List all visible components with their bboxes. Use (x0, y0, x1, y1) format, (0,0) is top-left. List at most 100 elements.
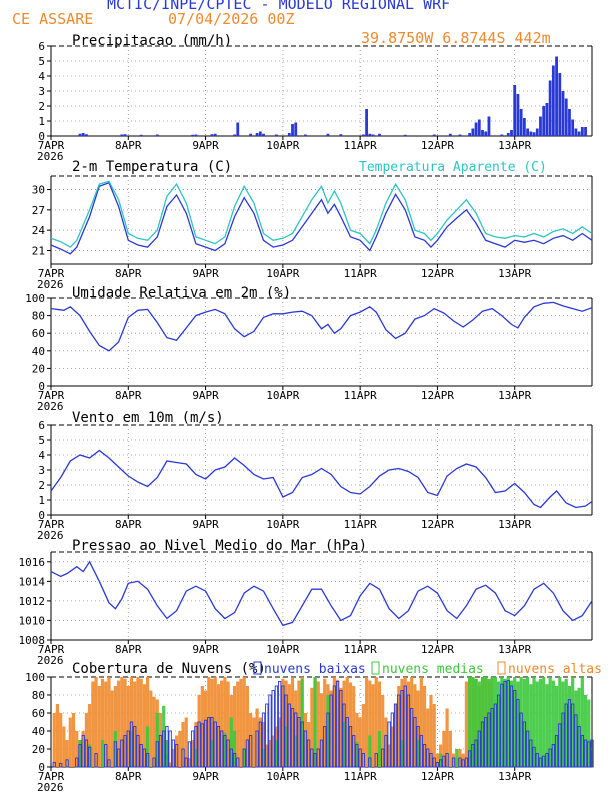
cloud-bar-high (136, 677, 140, 767)
x-tick-label: 13APR (498, 770, 531, 783)
cloud-bar-low (245, 739, 250, 768)
precip-bar (513, 85, 517, 136)
cloud-bar-mid (538, 678, 543, 767)
legend-label: Temperatura Aparente (C) (359, 160, 547, 175)
cloud-bar-mid (342, 722, 346, 767)
cloud-bar-low (567, 699, 572, 768)
precip-bar (545, 103, 549, 136)
cloud-bar-high (316, 681, 320, 767)
cloud-bar-low (335, 681, 340, 768)
cloud-bar-high (319, 693, 324, 767)
cloud-bar-low (162, 730, 166, 768)
cloud-bar-low (558, 723, 562, 768)
x-tick-label: 13APR (498, 643, 531, 656)
y-tick-label: 80 (32, 689, 45, 702)
cloud-bar-high (361, 704, 365, 767)
precip-bar (233, 134, 236, 136)
cloud-bar-low (429, 753, 433, 768)
cloud-bar-high (284, 680, 288, 767)
precip-bar (368, 133, 372, 136)
y-tick-label: 4 (38, 70, 45, 83)
cloud-bar-high (464, 681, 469, 767)
cloud-bar-high (223, 677, 227, 767)
cloud-bar-high (220, 680, 224, 767)
cloud-bar-low (438, 759, 443, 768)
cloud-bar-mid (155, 713, 159, 767)
cloud-bar-mid (509, 680, 514, 767)
cloud-bar-high (236, 681, 240, 767)
x-tick-label: 8APR (115, 770, 142, 783)
cloud-bar-low (458, 757, 462, 768)
cloud-bar-high (152, 696, 156, 767)
cloud-bar-high (100, 678, 105, 767)
cloud-bar-low (107, 759, 111, 768)
cloud-bar-low (342, 703, 346, 768)
x-tick-label: 13APR (498, 139, 531, 152)
panel-pressure: 1008 1010 1012 1014 1016 7APR 8APR 9APR 10APR 11A… (19, 538, 593, 667)
cloud-bar-high (390, 726, 394, 767)
cloud-bar-high (171, 749, 175, 767)
precip-bar (287, 133, 291, 136)
x-tick-label: 9APR (192, 139, 219, 152)
legend-label: nuvens baixas (264, 662, 366, 677)
cloud-bar-low (229, 748, 233, 768)
cloud-bar-low (535, 753, 539, 768)
series-line (50, 301, 593, 352)
cloud-bar-low (136, 735, 140, 768)
y-tick-label: 4 (38, 449, 45, 462)
cloud-bar-low (52, 762, 56, 768)
precip-bar (249, 133, 253, 136)
cloud-bar-low (490, 708, 494, 768)
cloud-bar-low (587, 741, 591, 768)
x-tick-label: 8APR (115, 643, 142, 656)
y-tick-label: 20 (32, 743, 45, 756)
cloud-bar-low (155, 741, 159, 768)
cloud-bar-high (426, 708, 430, 767)
cloud-bar-high (323, 678, 327, 767)
y-tick-label: 40 (32, 725, 45, 738)
cloud-bar-high (348, 682, 353, 767)
cloud-bar-low (139, 744, 143, 768)
cloud-bar-mid (474, 678, 478, 767)
x-tick-label: 10APR (266, 770, 299, 783)
y-tick-label: 6 (38, 419, 45, 432)
cloud-bar-low (249, 735, 253, 768)
cloud-bar-high (133, 681, 137, 767)
cloud-bar-high (352, 686, 356, 767)
cloud-bar-low (500, 683, 504, 768)
cloud-bar-low (516, 699, 520, 768)
cloud-bar-low (467, 750, 472, 768)
cloud-bar-low (203, 719, 208, 768)
x-year-label: 2026 (37, 150, 64, 163)
y-tick-label: 5 (38, 55, 45, 68)
cloud-bar-low (294, 712, 298, 768)
cloud-bar-low (381, 748, 385, 768)
precip-bar (484, 131, 488, 136)
cloud-bar-mid (542, 677, 546, 767)
y-tick-label: 1014 (19, 575, 46, 588)
precip-bar (275, 134, 278, 136)
x-year-label: 2026 (37, 654, 64, 667)
cloud-bar-high (358, 717, 362, 767)
cloud-bar-high (265, 744, 269, 767)
x-tick-label: 12APR (421, 389, 454, 402)
cloud-bar-mid (580, 677, 584, 767)
cloud-bar-mid (554, 686, 559, 767)
precip-bar (548, 80, 552, 136)
y-tick-label: 100 (25, 292, 45, 305)
cloud-bar-high (142, 684, 146, 767)
cloud-bar-low (165, 726, 169, 768)
cloud-bar-high (268, 740, 272, 767)
x-tick-label: 8APR (115, 518, 142, 531)
precip-bar (574, 128, 578, 136)
location-label: CE ASSARE (12, 10, 94, 28)
cloud-bar-mid (416, 740, 420, 767)
cloud-bar-low (213, 721, 217, 768)
y-tick-label: 0 (38, 380, 45, 393)
cloud-bar-low (261, 712, 266, 768)
cloud-bar-high (303, 713, 307, 767)
cloud-bar-high (123, 678, 127, 767)
cloud-bar-mid (368, 735, 372, 767)
y-tick-label: 1 (38, 115, 45, 128)
